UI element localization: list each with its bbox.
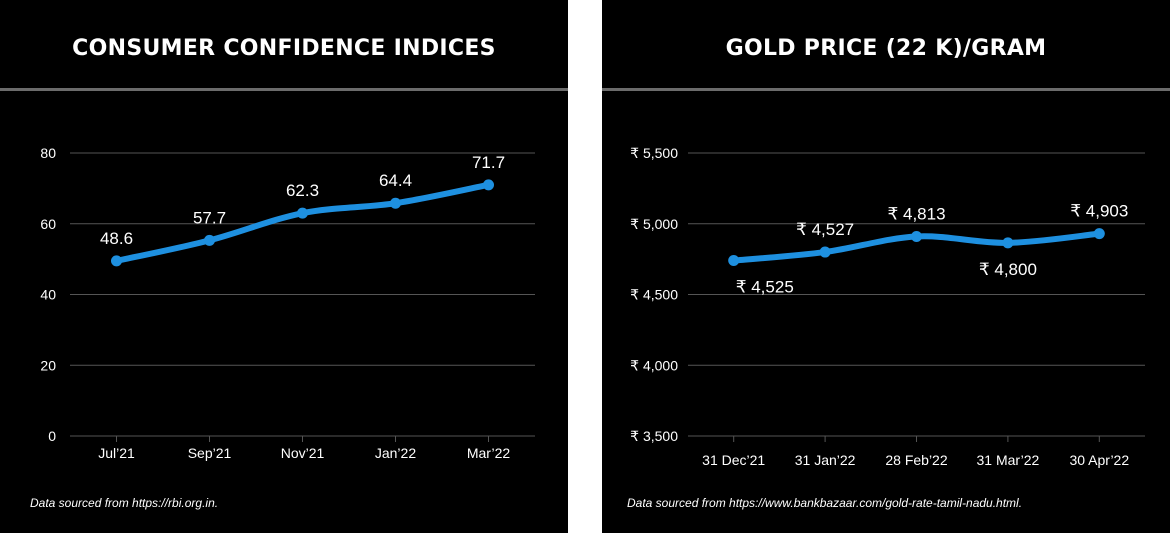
y-tick-label: 40 bbox=[40, 287, 56, 303]
y-tick-label: ₹ 3,500 bbox=[630, 428, 678, 444]
y-tick-label: ₹ 4,000 bbox=[630, 357, 678, 373]
y-tick-label: 60 bbox=[40, 216, 56, 232]
x-tick-label: 31 Mar’22 bbox=[977, 452, 1040, 468]
x-tick-label: Sep’21 bbox=[188, 445, 232, 461]
data-label: ₹ 4,527 bbox=[796, 220, 854, 239]
x-tick-label: Mar’22 bbox=[467, 445, 511, 461]
gold-price-chart: ₹ 3,500 ₹ 4,000 ₹ 4,500 ₹ 5,000 ₹ 5,500 31 De… bbox=[630, 145, 1145, 468]
y-tick-label: 20 bbox=[40, 357, 56, 373]
data-label: 64.4 bbox=[379, 171, 412, 190]
data-label: 62.3 bbox=[286, 181, 319, 200]
chart-title: CONSUMER CONFIDENCE INDICES bbox=[72, 36, 496, 61]
consumer-confidence-panel: CONSUMER CONFIDENCE INDICES 0 20 40 60 80 Jul… bbox=[0, 0, 568, 533]
data-label: 48.6 bbox=[100, 229, 133, 248]
gold-price-panel: GOLD PRICE (22 K)/GRAM ₹ 3,500 ₹ 4,000 ₹ 4… bbox=[602, 0, 1170, 533]
y-tick-label: ₹ 5,000 bbox=[630, 216, 678, 232]
title-divider bbox=[602, 88, 1170, 91]
x-tick-label: Jan’22 bbox=[375, 445, 416, 461]
data-point bbox=[483, 179, 494, 191]
data-label: ₹ 4,813 bbox=[887, 204, 945, 223]
x-tick-label: Nov’21 bbox=[281, 445, 325, 461]
data-point bbox=[1093, 228, 1105, 240]
data-label: ₹ 4,800 bbox=[979, 260, 1037, 279]
x-tick-label: 31 Dec’21 bbox=[702, 452, 765, 468]
data-label: ₹ 4,525 bbox=[736, 278, 794, 297]
data-point bbox=[111, 255, 122, 267]
y-tick-label: ₹ 5,500 bbox=[630, 145, 678, 161]
data-point bbox=[204, 234, 215, 246]
data-point bbox=[911, 230, 922, 242]
x-tick-label: 28 Feb’22 bbox=[885, 452, 947, 468]
data-label: 71.7 bbox=[472, 153, 505, 172]
x-tick-label: 30 Apr’22 bbox=[1069, 452, 1129, 468]
data-point bbox=[1002, 237, 1014, 249]
x-tick-label: 31 Jan’22 bbox=[795, 452, 856, 468]
data-source-note: Data sourced from https://www.bankbazaar… bbox=[627, 496, 1023, 510]
y-tick-label: 0 bbox=[48, 428, 56, 444]
data-point bbox=[819, 246, 831, 258]
data-point bbox=[390, 197, 401, 209]
data-label: 57.7 bbox=[193, 208, 226, 227]
data-point bbox=[728, 255, 740, 267]
data-point bbox=[297, 207, 308, 219]
y-tick-label: 80 bbox=[40, 145, 56, 161]
chart-title: GOLD PRICE (22 K)/GRAM bbox=[725, 36, 1047, 61]
title-divider bbox=[0, 88, 568, 91]
consumer-confidence-chart: 0 20 40 60 80 Jul’21 Sep’21 Nov’21 Jan’22 Mar’22 4… bbox=[40, 145, 535, 461]
data-label: ₹ 4,903 bbox=[1070, 202, 1128, 221]
y-tick-label: ₹ 4,500 bbox=[630, 287, 678, 303]
x-tick-label: Jul’21 bbox=[98, 445, 135, 461]
data-source-note: Data sourced from https://rbi.org.in. bbox=[30, 496, 219, 510]
